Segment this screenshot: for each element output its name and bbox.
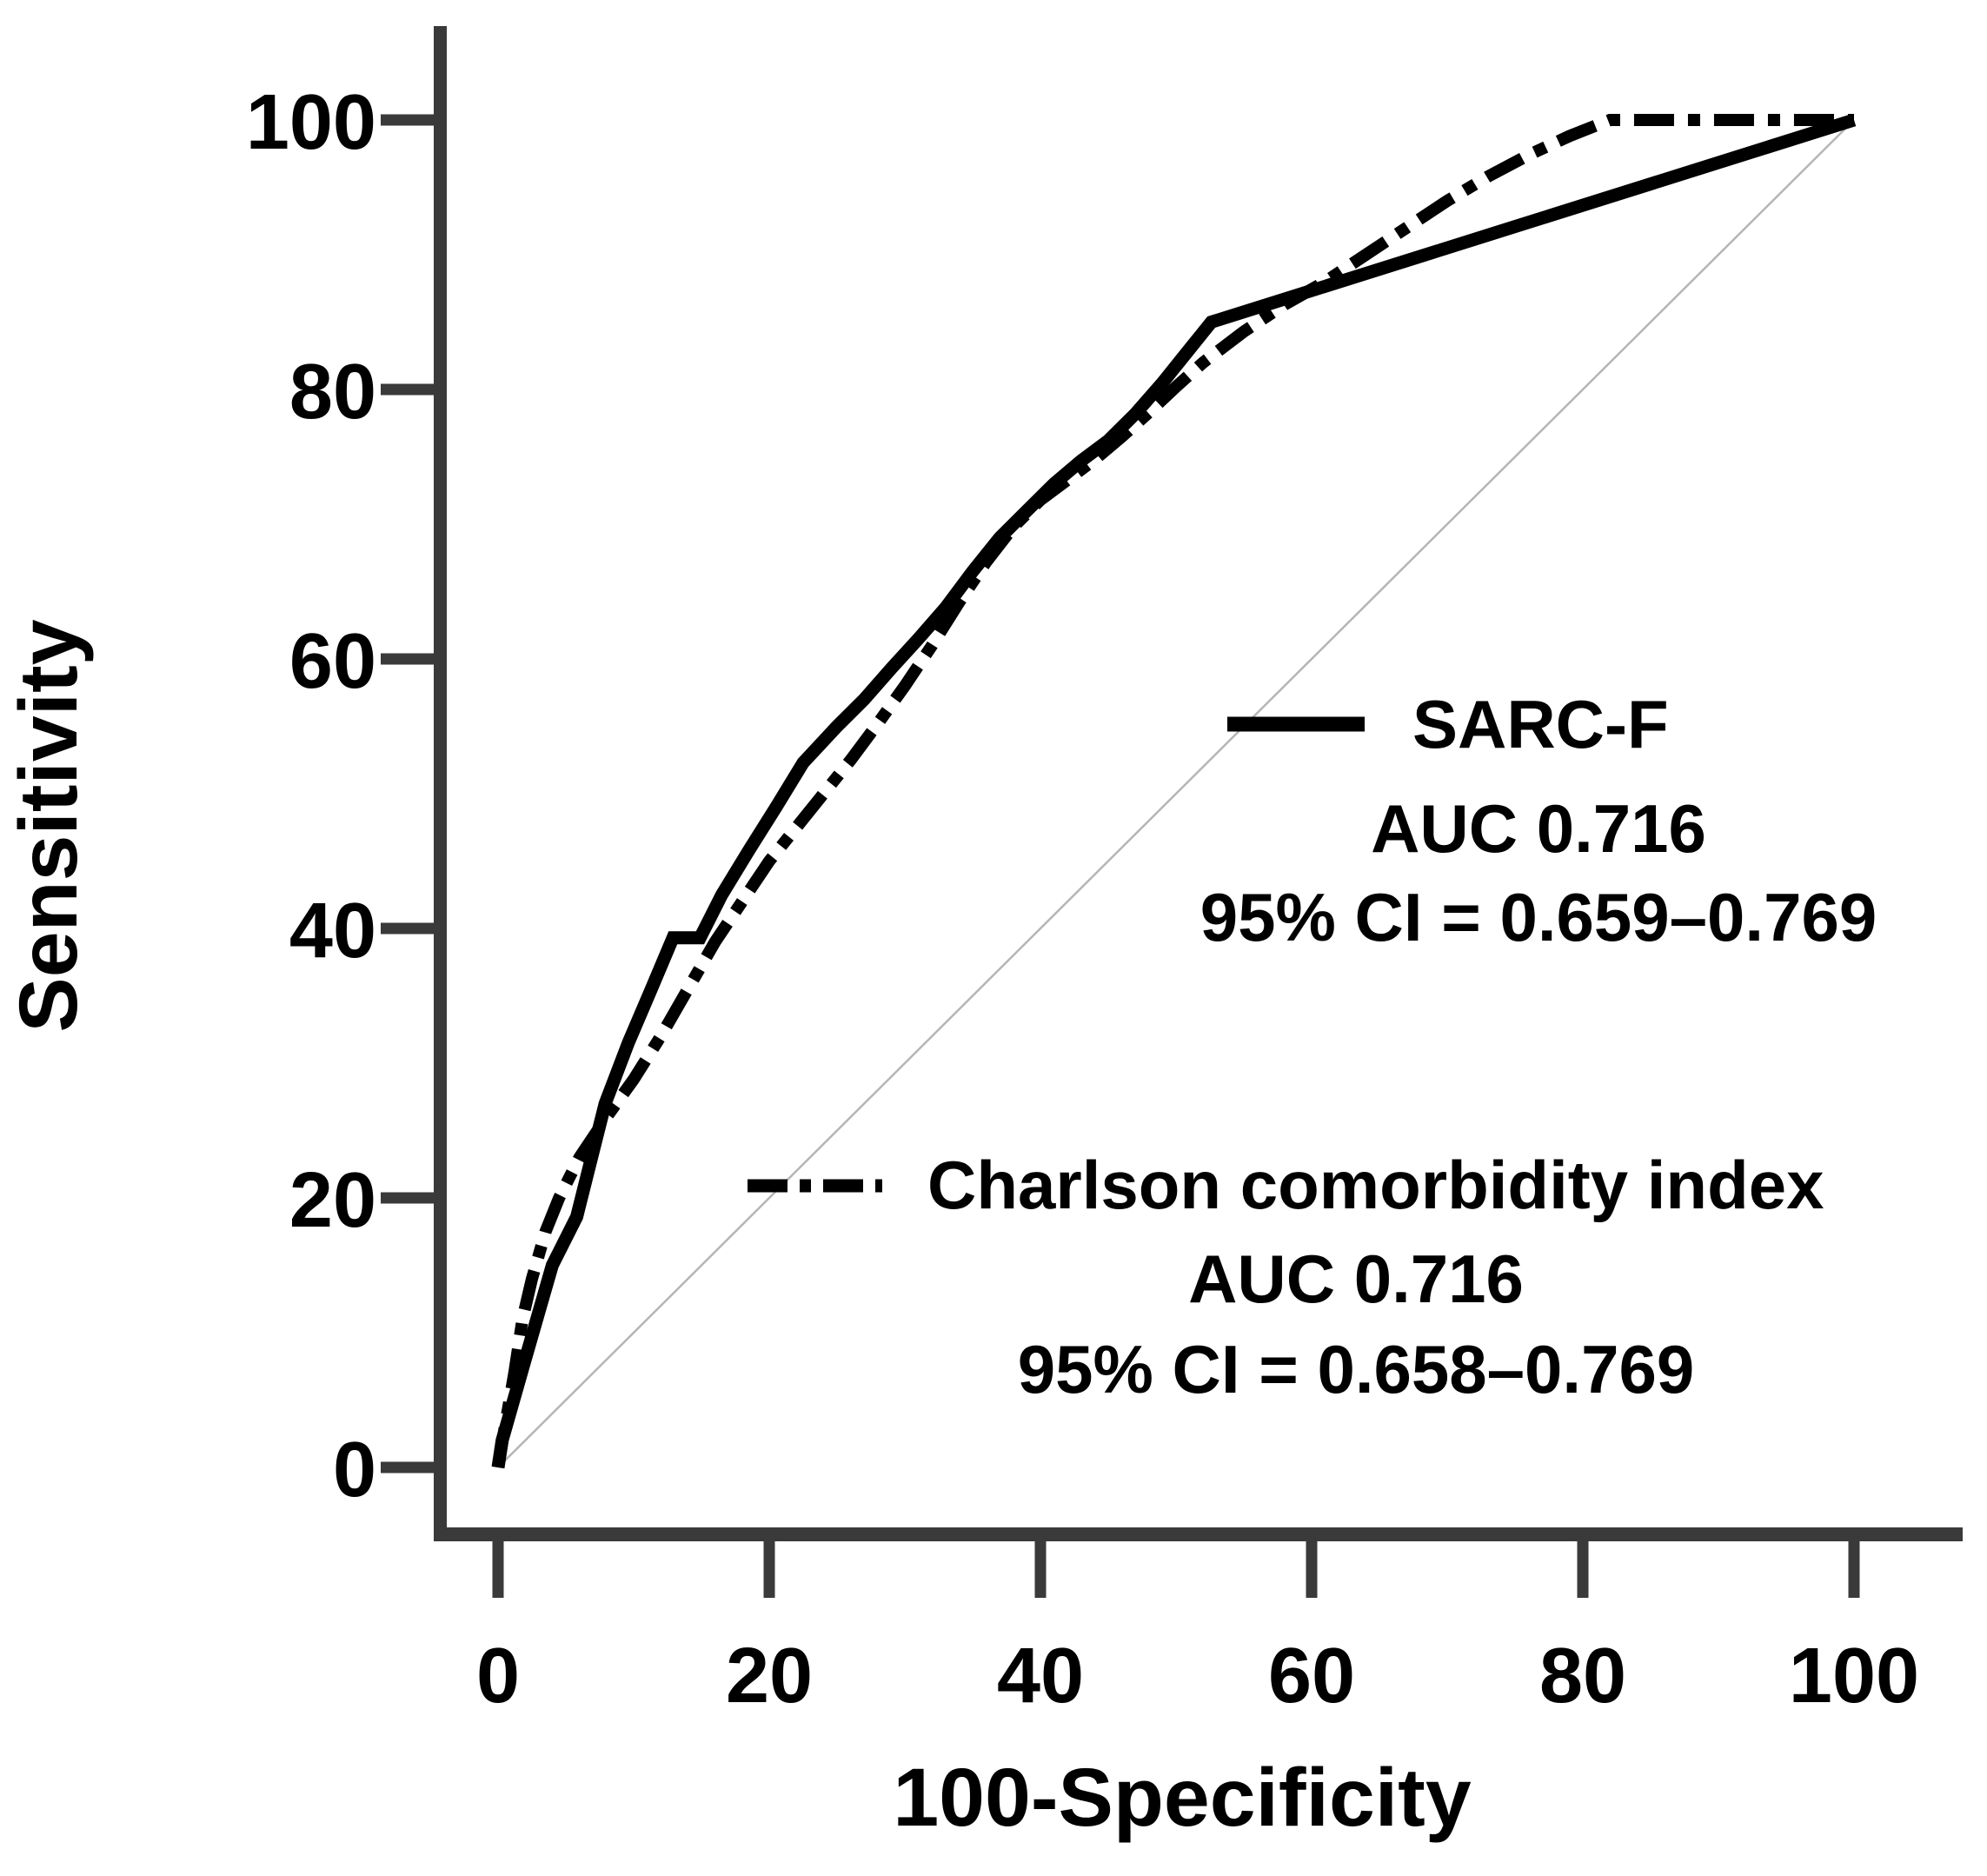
x-tick-label: 40 <box>997 1633 1084 1720</box>
x-axis-ticks: 0 20 40 60 80 100 <box>476 1535 1919 1720</box>
legend-sarcf-label: SARC-F <box>1412 686 1669 762</box>
legend-charlson-auc: AUC 0.716 <box>1188 1241 1524 1317</box>
y-axis-title: Sensitivity <box>3 619 95 1032</box>
x-tick-label: 20 <box>726 1633 813 1720</box>
y-tick-label: 40 <box>289 888 376 975</box>
y-axis-ticks: 0 20 40 60 80 100 <box>246 79 435 1513</box>
charlson-roc-curve <box>492 114 1854 1469</box>
legend-sarcf-auc: AUC 0.716 <box>1371 790 1706 867</box>
y-tick-label: 80 <box>289 349 376 436</box>
reference-diagonal-line <box>497 119 1855 1468</box>
y-tick-label: 20 <box>289 1157 376 1244</box>
x-axis-title: 100-Specificity <box>893 1752 1471 1844</box>
legend-charlson: Charlson comorbidity index AUC 0.716 95%… <box>748 1147 1824 1407</box>
x-tick-label: 80 <box>1539 1633 1626 1720</box>
legend-charlson-ci: 95% CI = 0.658–0.769 <box>1018 1331 1694 1407</box>
y-tick-label: 0 <box>333 1427 376 1513</box>
legend-sarcf: SARC-F AUC 0.716 95% CI = 0.659–0.769 <box>1200 686 1877 955</box>
y-tick-label: 60 <box>289 618 376 705</box>
x-tick-label: 60 <box>1268 1633 1355 1720</box>
x-tick-label: 100 <box>1789 1633 1919 1720</box>
x-tick-label: 0 <box>476 1633 520 1720</box>
legend-charlson-label: Charlson comorbidity index <box>927 1147 1824 1223</box>
legend-sarcf-ci: 95% CI = 0.659–0.769 <box>1200 879 1877 955</box>
sarcf-roc-curve <box>491 113 1857 1469</box>
y-tick-label: 100 <box>246 79 376 166</box>
